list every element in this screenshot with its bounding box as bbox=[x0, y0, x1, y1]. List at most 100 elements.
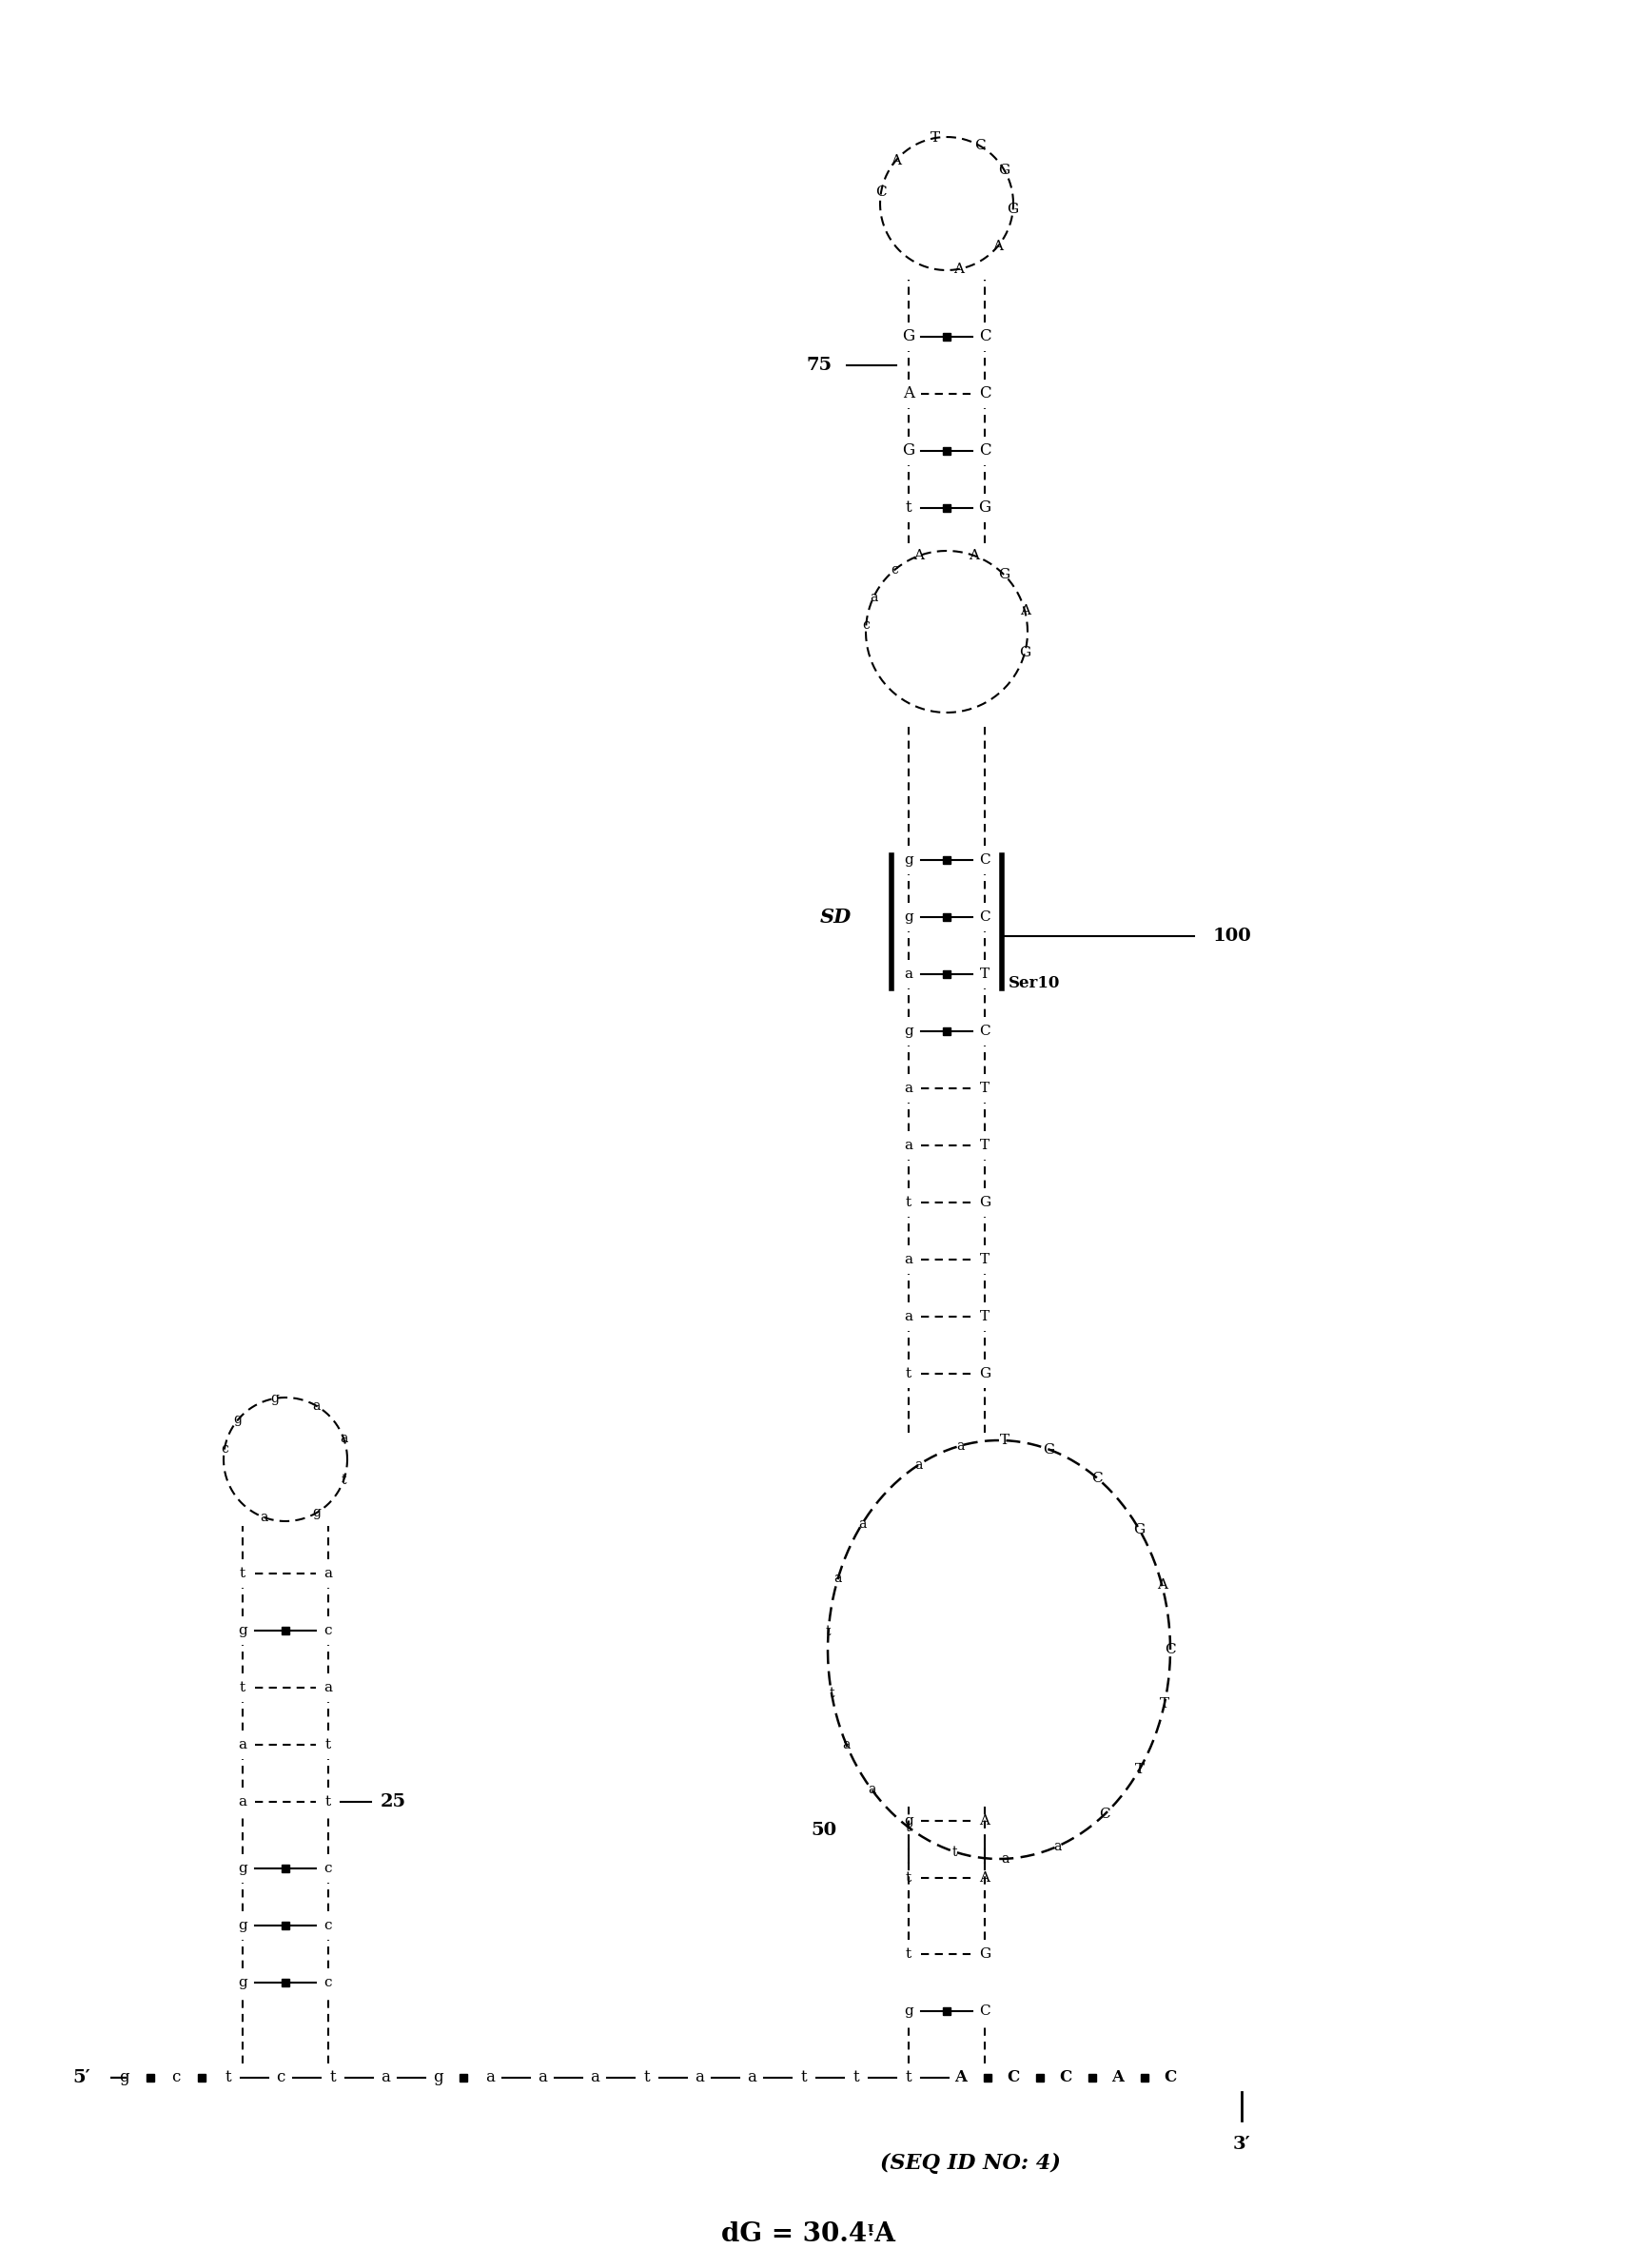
Text: a: a bbox=[747, 2071, 756, 2087]
Text: t: t bbox=[905, 1195, 910, 1209]
Text: C: C bbox=[979, 909, 989, 923]
Text: a: a bbox=[239, 1737, 247, 1751]
Text: c: c bbox=[324, 1624, 332, 1637]
Text: C: C bbox=[978, 329, 991, 345]
Text: t: t bbox=[240, 1567, 245, 1581]
Text: a: a bbox=[324, 1567, 332, 1581]
Text: a: a bbox=[914, 1458, 922, 1472]
Text: c: c bbox=[324, 1919, 332, 1932]
Text: A: A bbox=[979, 1814, 989, 1828]
Text: a: a bbox=[486, 2071, 494, 2087]
Text: t: t bbox=[853, 2071, 859, 2087]
Text: A: A bbox=[993, 240, 1002, 254]
Text: C: C bbox=[978, 386, 991, 401]
Text: G: G bbox=[902, 329, 914, 345]
Bar bbox=[281, 1978, 290, 1987]
Text: G: G bbox=[978, 1368, 989, 1381]
Text: A: A bbox=[1111, 2071, 1124, 2087]
Text: G: G bbox=[1042, 1442, 1055, 1456]
Text: A: A bbox=[955, 2071, 966, 2087]
Text: 75: 75 bbox=[807, 356, 831, 374]
Text: c: c bbox=[324, 1862, 332, 1876]
Text: (SEQ ID NO: 4): (SEQ ID NO: 4) bbox=[879, 2152, 1060, 2173]
Text: a: a bbox=[904, 1252, 912, 1266]
Text: g: g bbox=[904, 1025, 914, 1039]
Text: g: g bbox=[237, 1919, 247, 1932]
Text: 50: 50 bbox=[811, 1821, 836, 1839]
Text: t: t bbox=[240, 1681, 245, 1694]
Text: t: t bbox=[905, 1871, 910, 1885]
Bar bbox=[943, 971, 950, 978]
Text: C: C bbox=[1091, 1472, 1103, 1486]
Text: a: a bbox=[843, 1737, 849, 1751]
Bar bbox=[198, 2073, 206, 2082]
Bar bbox=[943, 503, 950, 513]
Text: c: c bbox=[890, 562, 899, 576]
Text: a: a bbox=[1001, 1853, 1009, 1867]
Text: t: t bbox=[905, 2071, 912, 2087]
Text: A: A bbox=[953, 263, 963, 277]
Bar bbox=[1035, 2073, 1042, 2082]
Text: a: a bbox=[239, 1796, 247, 1808]
Text: t: t bbox=[800, 2071, 807, 2087]
Text: G: G bbox=[1132, 1522, 1144, 1535]
Text: T: T bbox=[930, 132, 940, 145]
Text: g: g bbox=[433, 2071, 443, 2087]
Bar bbox=[281, 1921, 290, 1930]
Text: A: A bbox=[979, 1871, 989, 1885]
Text: t: t bbox=[825, 1624, 831, 1637]
Text: T: T bbox=[1134, 1762, 1144, 1776]
Bar bbox=[983, 2073, 991, 2082]
Bar bbox=[943, 1027, 950, 1034]
Bar bbox=[943, 333, 950, 340]
Text: C: C bbox=[974, 138, 984, 152]
Text: C: C bbox=[978, 442, 991, 458]
Text: T: T bbox=[979, 1082, 989, 1095]
Text: a: a bbox=[589, 2071, 599, 2087]
Text: 5′: 5′ bbox=[72, 2068, 91, 2087]
Bar bbox=[146, 2073, 153, 2082]
Text: c: c bbox=[171, 2071, 181, 2087]
Text: G: G bbox=[978, 1948, 989, 1962]
Text: a: a bbox=[537, 2071, 546, 2087]
Text: a: a bbox=[339, 1431, 347, 1445]
Text: a: a bbox=[869, 592, 877, 603]
Text: t: t bbox=[329, 2071, 336, 2087]
Text: dG = 30.4ᵎA: dG = 30.4ᵎA bbox=[721, 2223, 895, 2248]
Text: g: g bbox=[904, 909, 914, 923]
Text: g: g bbox=[904, 853, 914, 866]
Text: t: t bbox=[644, 2071, 650, 2087]
Text: a: a bbox=[904, 968, 912, 980]
Text: G: G bbox=[997, 163, 1009, 177]
Text: A: A bbox=[1155, 1579, 1167, 1592]
Text: C: C bbox=[979, 2005, 989, 2019]
Text: T: T bbox=[979, 1252, 989, 1266]
Text: G: G bbox=[1019, 646, 1030, 660]
Text: a: a bbox=[1053, 1839, 1062, 1853]
Bar bbox=[459, 2073, 467, 2082]
Text: C: C bbox=[1164, 1642, 1175, 1656]
Text: a: a bbox=[858, 1517, 866, 1531]
Text: 3′: 3′ bbox=[1231, 2136, 1249, 2152]
Text: t: t bbox=[828, 1687, 833, 1699]
Text: C: C bbox=[1058, 2071, 1072, 2087]
Text: T: T bbox=[999, 1433, 1009, 1447]
Text: Ser10: Ser10 bbox=[1007, 975, 1060, 991]
Text: —: — bbox=[110, 2068, 128, 2087]
Bar bbox=[943, 2007, 950, 2014]
Text: G: G bbox=[978, 499, 991, 517]
Text: g: g bbox=[237, 1862, 247, 1876]
Text: g: g bbox=[270, 1393, 278, 1406]
Text: A: A bbox=[968, 549, 979, 562]
Bar bbox=[1088, 2073, 1095, 2082]
Text: c: c bbox=[863, 617, 869, 631]
Text: t: t bbox=[326, 1737, 331, 1751]
Text: a: a bbox=[833, 1572, 841, 1585]
Text: a: a bbox=[904, 1311, 912, 1322]
Text: t: t bbox=[905, 499, 912, 517]
Text: 25: 25 bbox=[380, 1794, 407, 1810]
Text: SD: SD bbox=[820, 907, 851, 928]
Text: a: a bbox=[904, 1139, 912, 1152]
Text: A: A bbox=[902, 386, 914, 401]
Bar bbox=[943, 857, 950, 864]
